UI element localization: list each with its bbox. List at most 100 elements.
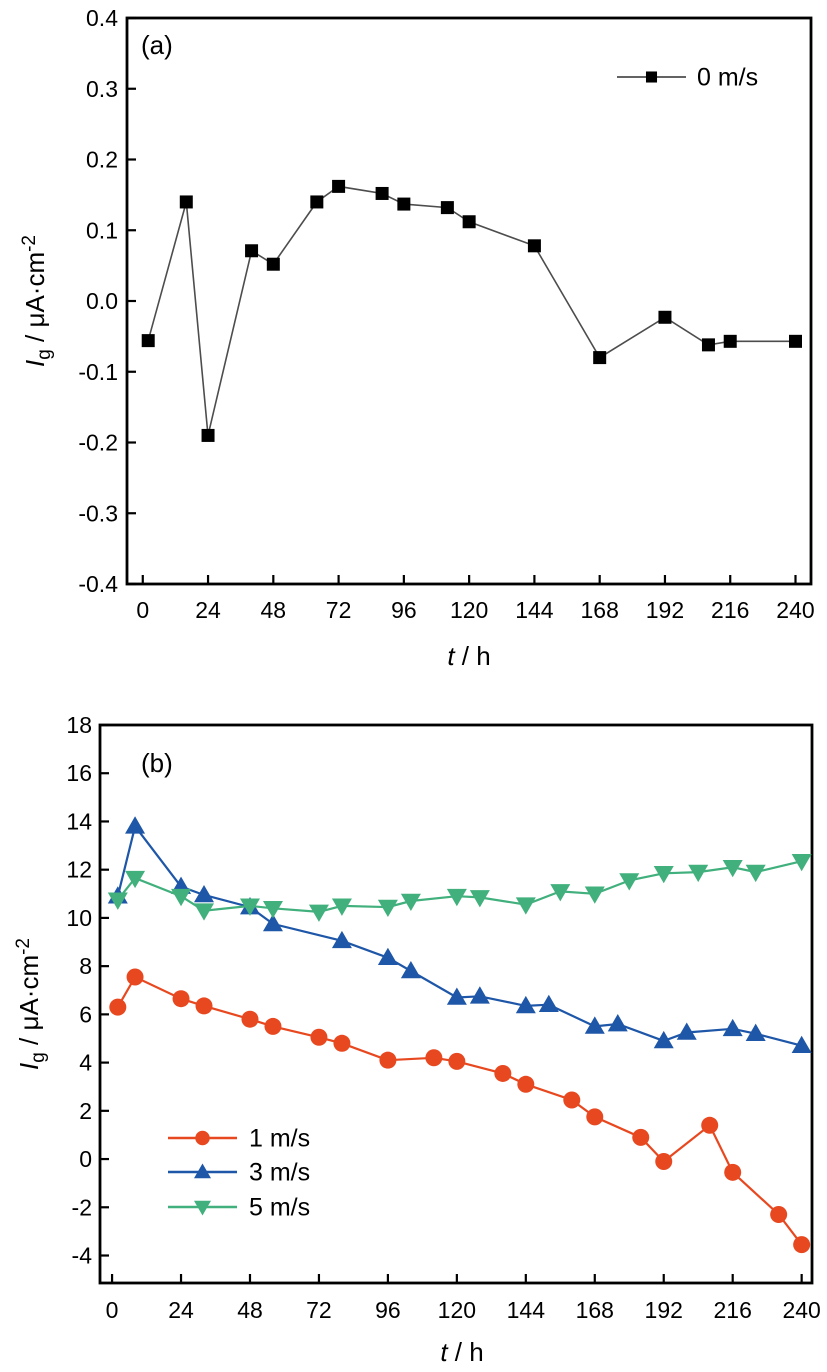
data-point-marker bbox=[724, 1163, 742, 1181]
data-point-marker bbox=[655, 1152, 673, 1170]
y-tick-label: 2 bbox=[79, 1098, 92, 1124]
panel-label: (a) bbox=[141, 30, 173, 60]
x-tick-label: 0 bbox=[136, 597, 149, 623]
x-tick-label: 96 bbox=[375, 1297, 401, 1323]
data-point-marker bbox=[469, 890, 490, 908]
x-tick-label: 72 bbox=[326, 597, 352, 623]
data-point-marker bbox=[266, 257, 280, 271]
y-tick-label: -0.3 bbox=[78, 500, 118, 526]
data-point-marker bbox=[171, 888, 192, 907]
data-point-marker bbox=[375, 186, 389, 200]
x-tick-label: 168 bbox=[580, 597, 618, 623]
x-tick-label: 240 bbox=[776, 597, 814, 623]
data-point-marker bbox=[462, 215, 476, 229]
y-tick-label: 8 bbox=[79, 953, 92, 979]
data-point-marker bbox=[722, 1018, 743, 1037]
data-point-marker bbox=[264, 1017, 282, 1035]
data-point-marker bbox=[584, 886, 605, 904]
legend-item-0: 1 m/s bbox=[168, 1125, 310, 1153]
chart-panel-b: 0 24 48 72 96 120 144 168 192 216 240-4-2024681012… bbox=[13, 712, 821, 1367]
x-tick-label: 120 bbox=[450, 597, 488, 623]
x-tick-label: 24 bbox=[195, 597, 221, 623]
data-point-marker bbox=[446, 987, 467, 1005]
y-axis-label: Ig / μA·cm-2 bbox=[19, 235, 55, 367]
legend-label: 5 m/s bbox=[249, 1194, 310, 1222]
data-point-marker bbox=[701, 338, 715, 352]
x-tick-label: 192 bbox=[646, 597, 684, 623]
data-point-marker bbox=[125, 870, 146, 889]
data-point-marker bbox=[515, 897, 536, 915]
data-point-marker bbox=[550, 884, 571, 902]
data-point-marker bbox=[494, 1064, 512, 1082]
data-point-marker bbox=[770, 1206, 788, 1224]
legend-item-0: 0 m/s bbox=[617, 64, 758, 92]
series-line bbox=[116, 975, 803, 1246]
x-axis-label: t / h bbox=[440, 1337, 483, 1367]
chart-panel-a: 0 24 48 72 96 120 144 168 192 216 240 -0.4 -0.3 -0.2 -… bbox=[19, 5, 815, 671]
data-point-marker bbox=[125, 816, 146, 834]
data-point-marker bbox=[201, 428, 215, 442]
data-point-marker bbox=[658, 310, 672, 324]
legend-marker bbox=[195, 1130, 210, 1146]
data-point-marker bbox=[793, 1236, 811, 1254]
data-point-marker bbox=[538, 994, 559, 1013]
data-point-marker bbox=[377, 947, 398, 966]
data-point-marker bbox=[563, 1091, 581, 1109]
data-point-marker bbox=[400, 960, 421, 979]
panel-label: (b) bbox=[141, 748, 173, 778]
data-point-marker bbox=[239, 898, 260, 916]
data-point-marker bbox=[331, 930, 352, 949]
x-tick-label: 216 bbox=[714, 1297, 752, 1323]
x-axis-label: t / h bbox=[447, 641, 490, 671]
y-tick-label: 0.0 bbox=[86, 288, 118, 314]
x-tick-label: 168 bbox=[576, 1297, 614, 1323]
data-point-marker bbox=[722, 859, 743, 878]
data-point-marker bbox=[331, 898, 352, 916]
data-point-marker bbox=[515, 995, 536, 1014]
data-point-marker bbox=[425, 1049, 443, 1067]
data-point-marker bbox=[448, 1052, 466, 1070]
x-tick-label: 48 bbox=[237, 1297, 263, 1323]
y-tick-label: -4 bbox=[72, 1243, 93, 1269]
y-tick-label: 0 bbox=[79, 1146, 92, 1172]
data-point-marker bbox=[241, 1010, 259, 1028]
y-tick-label: 10 bbox=[66, 905, 92, 931]
data-point-marker bbox=[195, 997, 213, 1015]
series-0 bbox=[141, 179, 802, 442]
y-tick-label: 0.3 bbox=[86, 76, 118, 102]
data-point-marker bbox=[676, 1022, 697, 1040]
y-tick-label: 6 bbox=[79, 1001, 92, 1027]
y-axis-label: Ig / μA·cm-2 bbox=[13, 938, 49, 1070]
data-point-marker bbox=[653, 866, 674, 884]
series-0 bbox=[109, 968, 811, 1254]
data-point-marker bbox=[333, 1034, 351, 1052]
data-point-marker bbox=[379, 1051, 397, 1069]
x-tick-label: 240 bbox=[782, 1297, 820, 1323]
data-point-marker bbox=[701, 1116, 719, 1134]
x-tick-label: 48 bbox=[261, 597, 287, 623]
data-point-marker bbox=[745, 864, 766, 883]
data-point-marker bbox=[527, 239, 541, 253]
data-point-marker bbox=[262, 900, 283, 919]
y-tick-label: 0.4 bbox=[86, 5, 118, 31]
legend-label: 3 m/s bbox=[249, 1159, 310, 1187]
data-point-marker bbox=[310, 1028, 328, 1046]
data-point-marker bbox=[791, 853, 812, 872]
legend-marker bbox=[194, 1163, 211, 1179]
y-tick-label: -0.2 bbox=[78, 430, 118, 456]
y-tick-label: 0.1 bbox=[86, 217, 118, 243]
data-point-marker bbox=[584, 1016, 605, 1034]
data-point-marker bbox=[440, 201, 454, 215]
y-tick-label: -0.1 bbox=[78, 359, 118, 385]
x-tick-label: 144 bbox=[515, 597, 554, 623]
y-tick-label: 18 bbox=[66, 712, 92, 738]
x-tick-label: 144 bbox=[507, 1297, 546, 1323]
x-tick-label: 216 bbox=[711, 597, 749, 623]
x-tick-label: 24 bbox=[168, 1297, 194, 1323]
y-tick-label: 4 bbox=[79, 1050, 92, 1076]
y-tick-label: 0.2 bbox=[86, 147, 118, 173]
series-line bbox=[116, 823, 802, 1047]
data-point-marker bbox=[653, 1030, 674, 1049]
data-point-marker bbox=[126, 968, 144, 986]
